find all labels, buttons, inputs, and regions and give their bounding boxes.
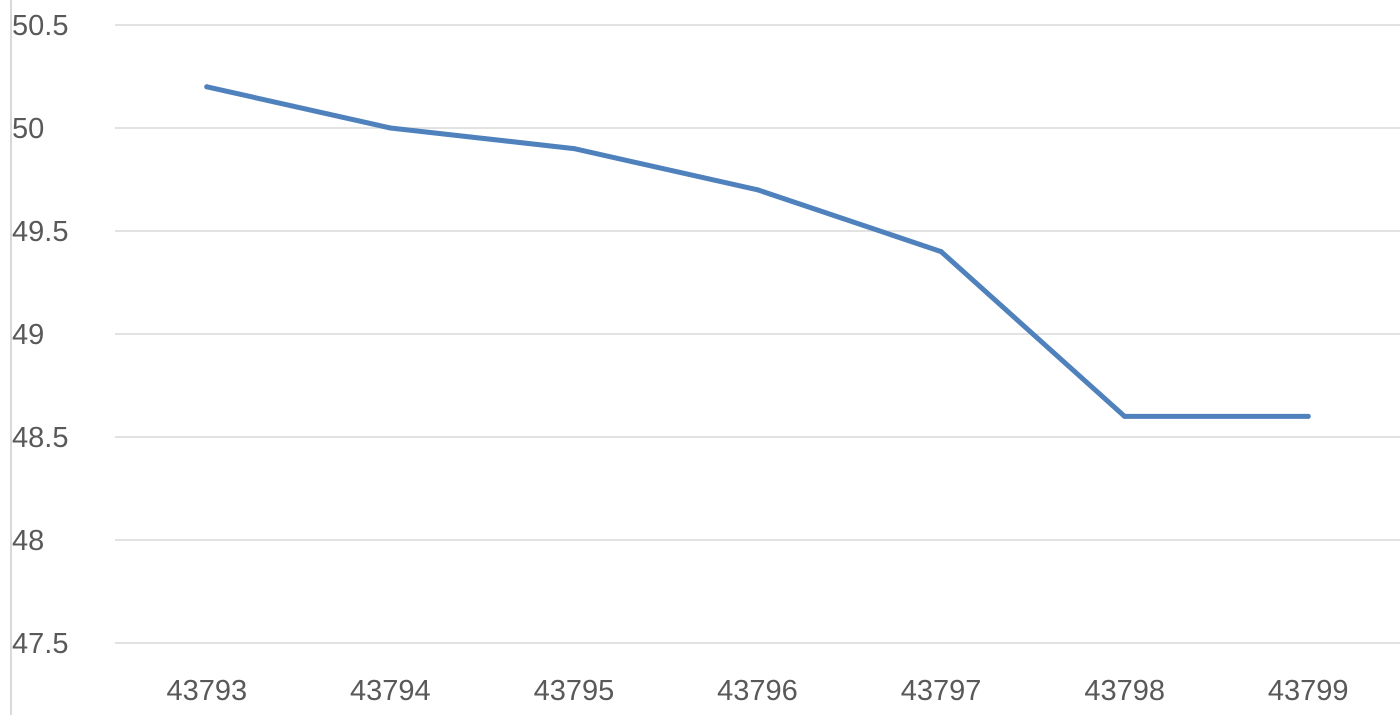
data-points — [204, 84, 1311, 419]
y-tick-label: 48.5 — [12, 422, 68, 454]
x-tick-label: 43798 — [1084, 675, 1165, 707]
x-tick-label: 43799 — [1268, 675, 1349, 707]
data-point — [387, 125, 393, 131]
data-point — [571, 146, 577, 152]
series-line — [204, 84, 1311, 419]
y-tick-label: 49 — [12, 319, 44, 351]
y-axis-tick-labels: 47.5 48 48.5 49 49.5 50 50.5 — [12, 10, 68, 660]
y-tick-label: 50 — [12, 113, 44, 145]
x-axis-tick-labels: 43793 43794 43795 43796 43797 43798 43799 — [166, 675, 1348, 707]
x-tick-label: 43794 — [350, 675, 431, 707]
data-point — [1122, 413, 1128, 419]
x-tick-label: 43793 — [166, 675, 247, 707]
y-tick-label: 50.5 — [12, 10, 68, 42]
data-point — [755, 187, 760, 193]
y-tick-label: 47.5 — [12, 628, 68, 660]
data-point — [938, 249, 944, 255]
data-point — [204, 84, 210, 90]
x-tick-label: 43796 — [717, 675, 798, 707]
x-tick-label: 43795 — [534, 675, 615, 707]
x-tick-label: 43797 — [901, 675, 982, 707]
y-tick-label: 49.5 — [12, 216, 68, 248]
gridlines — [115, 24, 1400, 644]
data-point — [1305, 413, 1311, 419]
y-tick-label: 48 — [12, 525, 44, 557]
